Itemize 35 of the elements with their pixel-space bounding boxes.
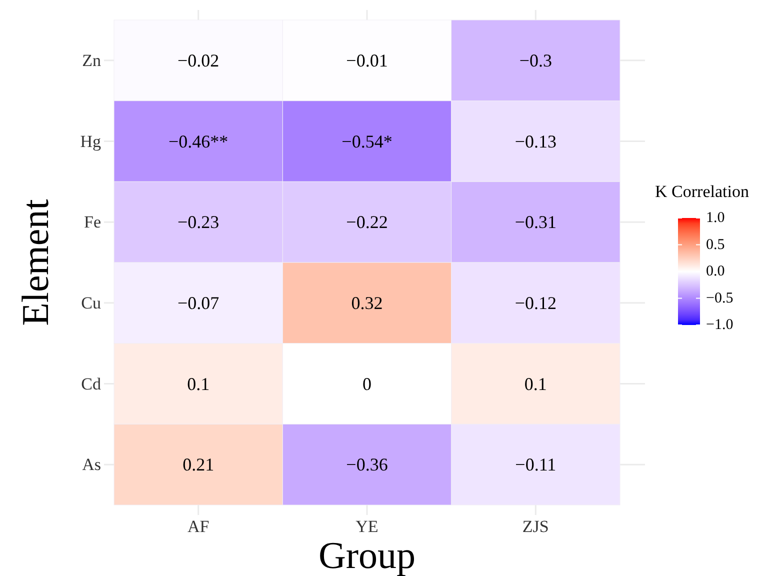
data-label: −0.36 — [346, 454, 388, 475]
data-label: −0.07 — [178, 292, 220, 313]
data-label: −0.13 — [514, 131, 556, 152]
color-bar-label: 0.0 — [706, 264, 725, 280]
color-bar-label: 0.5 — [706, 236, 725, 253]
color-bar-label: 1.0 — [706, 210, 725, 226]
color-bar-label: −0.5 — [706, 290, 734, 306]
y-tick-label: As — [82, 455, 101, 474]
y-axis-title: Element — [15, 198, 57, 326]
color-bar-label: −1.0 — [706, 317, 734, 333]
data-label: −0.46** — [168, 131, 228, 152]
data-label: −0.12 — [514, 292, 556, 313]
data-label: −0.02 — [178, 50, 220, 70]
data-label: −0.3 — [519, 50, 552, 70]
data-label: −0.54* — [342, 131, 392, 152]
data-label: −0.22 — [346, 212, 388, 232]
data-label: 0.32 — [351, 292, 383, 313]
y-tick-label: Zn — [82, 50, 102, 70]
x-axis-title: Group — [318, 535, 416, 576]
data-label: −0.23 — [178, 212, 220, 232]
data-label: 0.21 — [182, 454, 214, 475]
data-label: −0.11 — [515, 454, 556, 475]
legend-title: K Correlation — [655, 182, 750, 201]
data-label: 0.1 — [524, 374, 547, 394]
data-label: 0 — [362, 374, 372, 394]
x-tick-label: YE — [356, 517, 378, 536]
y-tick-label: Cd — [81, 374, 102, 394]
x-tick-label: ZJS — [522, 517, 549, 536]
data-label: −0.01 — [346, 50, 388, 70]
y-tick-label: Cu — [81, 293, 102, 312]
x-tick-label: AF — [187, 517, 210, 536]
data-label: −0.31 — [514, 212, 556, 232]
y-tick-label: Fe — [84, 212, 101, 232]
data-label: 0.1 — [187, 374, 210, 394]
y-tick-label: Hg — [80, 132, 102, 151]
